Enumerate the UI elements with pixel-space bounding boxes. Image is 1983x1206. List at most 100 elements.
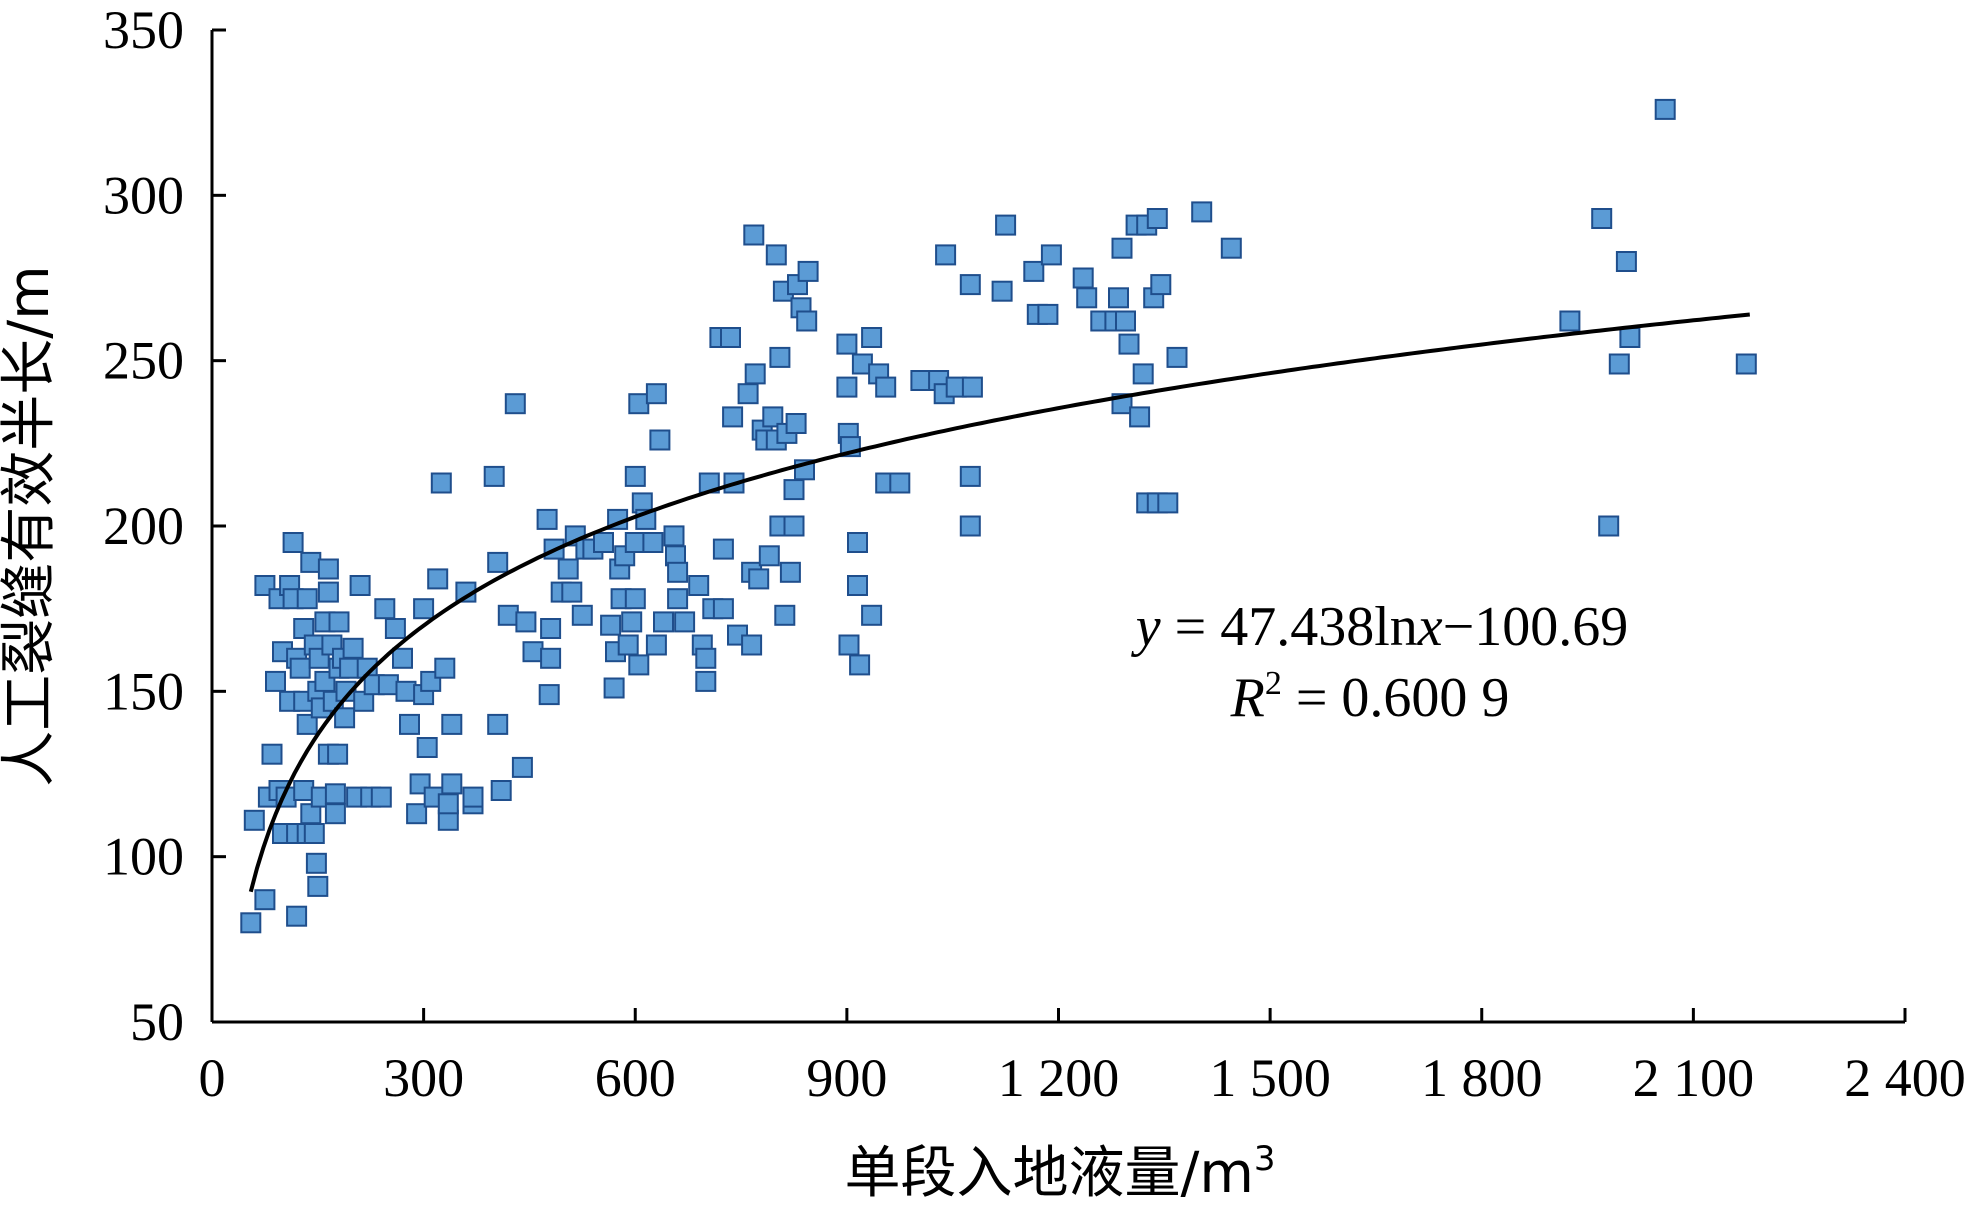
x-tick-label: 1 200 xyxy=(998,1048,1120,1108)
fit-equation: y = 47.438lnx−100.69 xyxy=(1131,596,1628,658)
x-tick-label: 900 xyxy=(806,1048,887,1108)
data-point xyxy=(334,707,356,729)
data-point xyxy=(349,575,371,596)
data-point xyxy=(667,588,689,610)
data-point xyxy=(305,852,327,874)
data-point xyxy=(339,657,361,679)
data-point xyxy=(540,618,562,639)
data-point xyxy=(959,274,981,296)
data-point xyxy=(293,618,315,639)
data-point xyxy=(300,551,322,573)
data-point xyxy=(642,532,664,553)
axes xyxy=(210,30,1905,1024)
data-point xyxy=(490,780,512,801)
x-tick-label: 600 xyxy=(595,1048,676,1108)
data-point xyxy=(243,809,265,831)
data-point xyxy=(1076,287,1098,309)
data-point xyxy=(282,532,304,553)
x-axis-title-sup: 3 xyxy=(1254,1139,1276,1179)
data-point xyxy=(430,472,452,494)
data-point xyxy=(1115,310,1136,332)
data-point xyxy=(1072,267,1094,289)
x-axis-title-text: 单段入地液量/m xyxy=(844,1141,1253,1206)
data-point xyxy=(406,803,428,825)
x-ticks: 0 300 600 900 1 200 1 500 1 800 2 100 2 400 xyxy=(199,1008,1966,1108)
data-point xyxy=(1157,492,1179,514)
data-point xyxy=(959,515,981,537)
data-point xyxy=(624,532,646,553)
data-point xyxy=(774,604,796,626)
data-point xyxy=(1735,353,1757,375)
data-point xyxy=(628,393,650,415)
data-point xyxy=(836,376,858,398)
trendline xyxy=(248,312,1750,893)
x-axis-title: 单段入地液量/m3 xyxy=(844,1139,1275,1206)
data-point xyxy=(722,406,744,428)
data-point xyxy=(1040,244,1062,266)
data-point xyxy=(688,575,710,596)
data-point xyxy=(497,604,519,626)
data-point xyxy=(413,598,435,620)
data-point xyxy=(649,429,671,451)
data-point xyxy=(847,575,868,596)
data-point xyxy=(783,479,805,501)
data-point xyxy=(785,413,807,434)
data-point xyxy=(621,611,643,633)
data-point xyxy=(399,713,420,735)
data-point xyxy=(961,376,983,398)
data-point xyxy=(1598,515,1620,537)
data-point xyxy=(557,558,579,580)
data-point xyxy=(628,654,650,676)
data-point xyxy=(377,674,399,696)
y-tick-label: 200 xyxy=(103,496,184,556)
data-point xyxy=(240,912,262,934)
data-point xyxy=(653,611,674,633)
data-point xyxy=(861,327,883,348)
data-point xyxy=(758,545,780,567)
r2-value: = 0.600 9 xyxy=(1282,667,1510,729)
data-point xyxy=(370,786,392,808)
data-point xyxy=(327,743,349,765)
data-point xyxy=(286,905,308,927)
data-point xyxy=(1132,363,1154,385)
equation-coeffs: = 47.438ln xyxy=(1161,596,1418,658)
x-tick-label: 1 800 xyxy=(1421,1048,1543,1108)
data-point xyxy=(1191,201,1213,223)
data-point xyxy=(441,773,463,795)
data-point xyxy=(522,641,544,663)
data-point xyxy=(1559,310,1581,332)
data-point xyxy=(849,654,871,676)
data-point xyxy=(847,532,868,553)
data-point xyxy=(384,618,406,639)
data-point xyxy=(744,363,766,385)
data-point xyxy=(712,598,734,620)
data-point xyxy=(511,756,533,778)
data-point xyxy=(261,743,283,765)
r2-superscript: 2 xyxy=(1265,665,1282,702)
data-point xyxy=(741,634,763,656)
data-points xyxy=(240,98,1757,934)
data-point xyxy=(712,538,734,560)
data-point xyxy=(889,472,911,494)
data-point xyxy=(935,244,957,266)
x-tick-label: 2 100 xyxy=(1633,1048,1755,1108)
data-point xyxy=(462,786,484,808)
data-point xyxy=(487,551,509,573)
data-point xyxy=(296,713,318,735)
data-point xyxy=(540,647,562,669)
data-point xyxy=(254,889,276,911)
data-point xyxy=(536,508,558,530)
data-point xyxy=(504,393,526,415)
y-tick-label: 150 xyxy=(103,661,184,721)
data-point xyxy=(317,581,339,603)
data-point xyxy=(797,260,819,282)
data-point xyxy=(437,793,459,815)
data-point xyxy=(324,803,346,825)
data-point xyxy=(624,465,646,487)
y-axis-title: 人工裂缝有效半长/m xyxy=(0,265,62,786)
y-tick-label: 100 xyxy=(103,827,184,887)
data-point xyxy=(1129,406,1151,428)
data-point xyxy=(1037,303,1059,325)
data-point xyxy=(395,680,417,702)
